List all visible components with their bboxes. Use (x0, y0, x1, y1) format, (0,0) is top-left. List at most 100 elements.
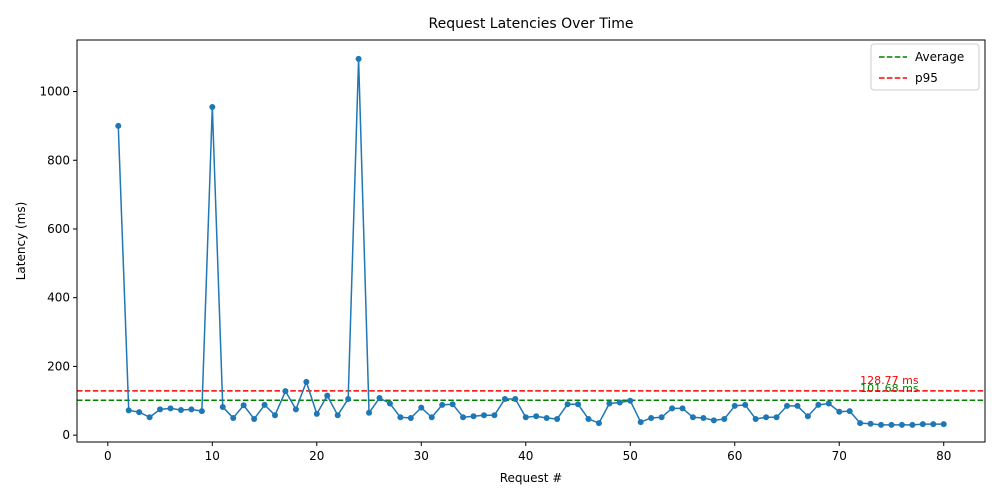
data-point (742, 401, 749, 408)
data-point (146, 414, 153, 421)
data-point (449, 401, 456, 408)
data-point (491, 412, 498, 419)
data-point (125, 407, 132, 414)
data-point (533, 413, 540, 420)
x-tick-label: 0 (104, 449, 112, 463)
data-point (867, 420, 874, 427)
legend-label-average: Average (915, 50, 964, 64)
x-axis-label: Request # (500, 471, 563, 485)
data-point (188, 406, 195, 413)
data-point (167, 405, 174, 412)
data-point (752, 415, 759, 422)
data-point (888, 421, 895, 428)
data-point (606, 400, 613, 407)
chart-title: Request Latencies Over Time (428, 16, 633, 32)
data-point (731, 402, 738, 409)
data-point (627, 397, 634, 404)
data-point (303, 378, 310, 385)
data-point (794, 402, 801, 409)
data-point (376, 395, 383, 402)
data-point (386, 400, 393, 407)
x-axis: 0 10 20 30 40 50 60 70 80 (104, 442, 951, 463)
y-tick-label: 600 (47, 222, 70, 236)
data-point (334, 412, 341, 419)
data-point (543, 414, 550, 421)
data-point (292, 406, 299, 413)
y-tick-label: 1000 (39, 85, 70, 99)
data-point (324, 392, 331, 399)
data-point (501, 396, 508, 403)
data-point (909, 421, 916, 428)
data-point (512, 396, 519, 403)
x-tick-label: 80 (936, 449, 951, 463)
data-point (804, 413, 811, 420)
x-tick-label: 30 (414, 449, 429, 463)
x-tick-label: 10 (205, 449, 220, 463)
x-tick-label: 60 (727, 449, 742, 463)
data-point (930, 421, 937, 428)
data-point (846, 408, 853, 415)
data-point (575, 401, 582, 408)
legend-label-p95: p95 (915, 71, 938, 85)
y-tick-label: 200 (47, 359, 70, 373)
data-point (355, 55, 362, 62)
data-point (919, 421, 926, 428)
data-point (940, 421, 947, 428)
data-point (616, 399, 623, 406)
data-point (522, 414, 529, 421)
data-point (637, 419, 644, 426)
data-point (418, 404, 425, 411)
data-point (857, 420, 864, 427)
data-point (836, 408, 843, 415)
series-layer (115, 55, 947, 428)
data-point (230, 414, 237, 421)
data-point (595, 420, 602, 427)
reference-annotation-average: 101.68 ms (860, 382, 919, 395)
data-point (366, 409, 373, 416)
data-point (261, 401, 268, 408)
x-tick-label: 70 (832, 449, 847, 463)
data-point (815, 401, 822, 408)
data-point (700, 414, 707, 421)
data-point (313, 410, 320, 417)
data-point (689, 414, 696, 421)
legend: Average p95 (870, 43, 980, 91)
data-point (460, 414, 467, 421)
data-point (428, 414, 435, 421)
data-point (721, 415, 728, 422)
y-tick-label: 400 (47, 291, 70, 305)
data-point (564, 401, 571, 408)
data-point (480, 412, 487, 419)
plot-background (77, 40, 985, 442)
data-point (585, 415, 592, 422)
data-point (198, 408, 205, 415)
x-tick-label: 50 (623, 449, 638, 463)
y-tick-label: 800 (47, 153, 70, 167)
data-point (878, 421, 885, 428)
x-tick-label: 40 (518, 449, 533, 463)
data-point (439, 401, 446, 408)
plot-area (77, 40, 985, 442)
data-point (710, 417, 717, 424)
data-point (554, 415, 561, 422)
data-point (763, 414, 770, 421)
data-point (282, 388, 289, 395)
data-point (209, 104, 216, 110)
y-axis-label: Latency (ms) (14, 202, 28, 281)
data-point (648, 414, 655, 421)
data-point (773, 414, 780, 421)
data-point (240, 402, 247, 409)
data-point (115, 122, 122, 129)
y-axis: 0 200 400 600 800 1000 (39, 85, 77, 442)
data-point (272, 412, 278, 419)
data-point (157, 406, 164, 413)
reference-annotation-p95: 128.77 ms (860, 374, 919, 387)
x-tick-label: 20 (309, 449, 324, 463)
data-point (679, 405, 686, 412)
y-tick-label: 0 (62, 428, 70, 442)
data-point (345, 396, 352, 403)
plot-frame (76, 39, 986, 443)
data-point (251, 415, 258, 422)
